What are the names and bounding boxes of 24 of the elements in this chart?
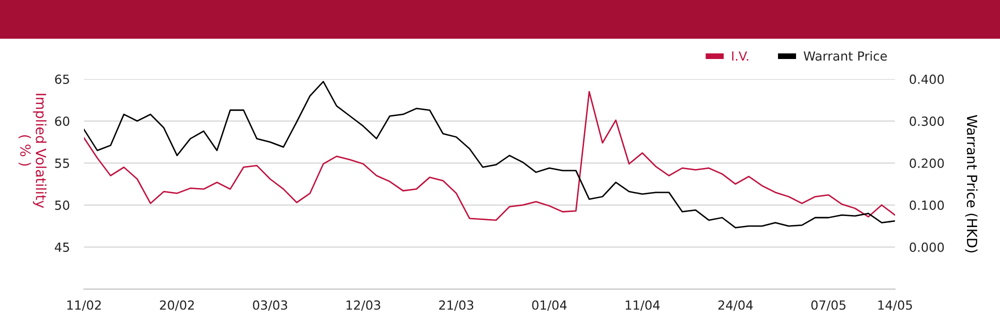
y2-tick-label: 0.300 xyxy=(910,116,944,126)
y2-axis-title: Warrant Price (HKD) xyxy=(965,114,978,252)
y-tick-label: 50 xyxy=(55,200,70,210)
y-axis-title: Implied Volatility ( % ) xyxy=(18,94,46,208)
y-tick-label: 65 xyxy=(55,74,70,84)
x-tick-label: 11/02 xyxy=(67,300,101,311)
y-tick-label: 55 xyxy=(55,158,70,168)
x-tick-label: 07/05 xyxy=(811,300,846,311)
x-tick-label: 21/03 xyxy=(439,300,474,311)
x-tick-label: 01/04 xyxy=(532,300,567,311)
x-tick-label: 03/03 xyxy=(252,300,288,311)
y-tick-label: 45 xyxy=(54,242,70,252)
y2-tick-label: 0.000 xyxy=(910,242,944,252)
y2-tick-label: 0.200 xyxy=(910,158,944,168)
legend-label: Warrant Price xyxy=(804,51,887,61)
x-tick-label: 11/04 xyxy=(626,300,660,311)
legend-label: I.V. xyxy=(732,51,748,61)
x-tick-label: 24/04 xyxy=(718,300,753,311)
x-tick-label: 20/02 xyxy=(160,300,194,311)
x-tick-label: 12/03 xyxy=(346,300,380,311)
y2-tick-label: 0.100 xyxy=(910,200,944,210)
x-tick-label: 14/05 xyxy=(878,300,912,311)
y2-tick-label: 0.400 xyxy=(910,74,944,84)
y-tick-label: 60 xyxy=(55,116,70,126)
